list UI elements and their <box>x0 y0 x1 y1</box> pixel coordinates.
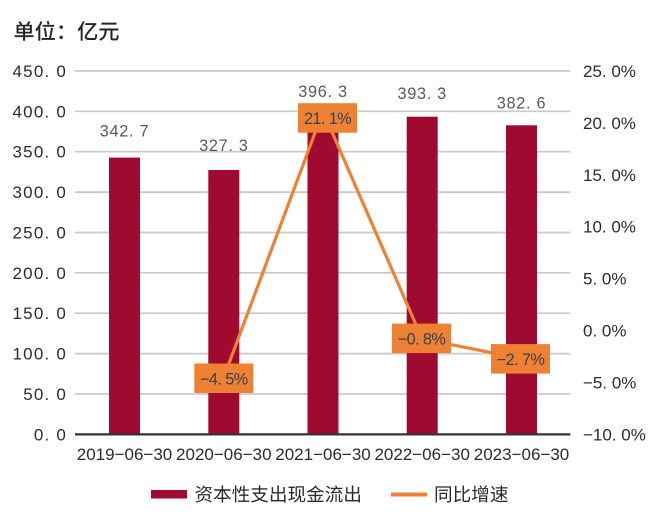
svg-text:0. 0: 0. 0 <box>34 425 67 444</box>
svg-text:250. 0: 250. 0 <box>13 224 67 243</box>
svg-text:100. 0: 100. 0 <box>13 345 67 364</box>
svg-text:−5. 0%: −5. 0% <box>583 374 636 393</box>
svg-text:25. 0%: 25. 0% <box>583 62 636 81</box>
svg-text:2023−06−30: 2023−06−30 <box>474 445 570 464</box>
svg-text:400. 0: 400. 0 <box>13 102 67 121</box>
svg-text:0. 0%: 0. 0% <box>583 322 626 341</box>
svg-text:350. 0: 350. 0 <box>13 143 67 162</box>
svg-text:−2. 7%: −2. 7% <box>497 351 545 369</box>
svg-text:2022−06−30: 2022−06−30 <box>374 445 470 464</box>
svg-text:−0. 8%: −0. 8% <box>398 331 446 349</box>
svg-text:−10. 0%: −10. 0% <box>583 425 646 444</box>
svg-text:300. 0: 300. 0 <box>13 183 67 202</box>
svg-text:2021−06−30: 2021−06−30 <box>275 445 371 464</box>
svg-text:50. 0: 50. 0 <box>23 385 67 404</box>
svg-text:450. 0: 450. 0 <box>13 62 67 81</box>
svg-text:5. 0%: 5. 0% <box>583 270 626 289</box>
svg-text:15. 0%: 15. 0% <box>583 166 636 185</box>
svg-text:2020−06−30: 2020−06−30 <box>176 445 272 464</box>
svg-text:396. 3: 396. 3 <box>298 83 347 101</box>
svg-text:393. 3: 393. 3 <box>397 85 446 103</box>
svg-text:200. 0: 200. 0 <box>13 264 67 283</box>
svg-text:20. 0%: 20. 0% <box>583 114 636 133</box>
svg-text:382. 6: 382. 6 <box>497 95 546 113</box>
svg-text:342. 7: 342. 7 <box>100 122 149 140</box>
svg-text:2019−06−30: 2019−06−30 <box>77 445 173 464</box>
svg-text:−4. 5%: −4. 5% <box>200 371 248 389</box>
svg-text:21. 1%: 21. 1% <box>304 110 351 128</box>
svg-text:10. 0%: 10. 0% <box>583 218 636 237</box>
svg-text:150. 0: 150. 0 <box>13 304 67 323</box>
svg-text:327. 3: 327. 3 <box>199 137 248 155</box>
